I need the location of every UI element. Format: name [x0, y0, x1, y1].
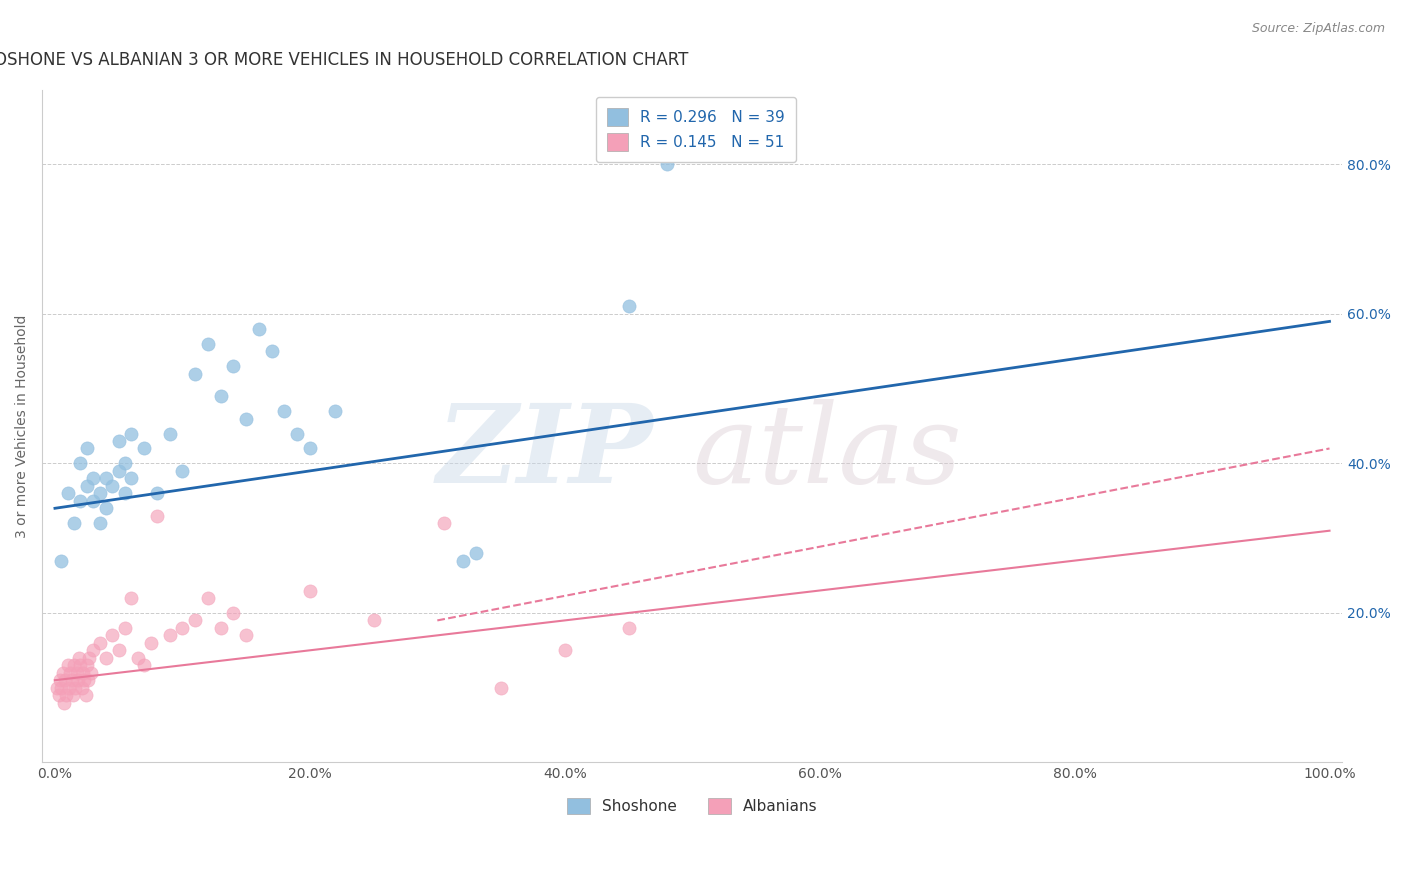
Point	[363, 614, 385, 628]
Text: Source: ZipAtlas.com: Source: ZipAtlas.com	[1251, 22, 1385, 36]
Point	[52, 696, 75, 710]
Point	[76, 442, 98, 456]
Point	[56, 486, 79, 500]
Point	[69, 658, 91, 673]
Point	[51, 681, 73, 695]
Point	[273, 404, 295, 418]
Point	[146, 508, 169, 523]
Point	[48, 688, 70, 702]
Point	[46, 681, 69, 695]
Legend: Shoshone, Albanians: Shoshone, Albanians	[560, 790, 825, 822]
Point	[172, 621, 194, 635]
Point	[60, 673, 83, 688]
Point	[120, 426, 142, 441]
Point	[325, 404, 347, 418]
Point	[101, 479, 124, 493]
Text: ZIP: ZIP	[437, 400, 654, 507]
Point	[107, 434, 129, 448]
Point	[197, 336, 219, 351]
Point	[114, 486, 136, 500]
Point	[222, 606, 245, 620]
Point	[65, 681, 87, 695]
Y-axis label: 3 or more Vehicles in Household: 3 or more Vehicles in Household	[15, 314, 30, 538]
Point	[94, 501, 117, 516]
Point	[70, 681, 93, 695]
Point	[114, 621, 136, 635]
Point	[285, 426, 308, 441]
Point	[235, 628, 257, 642]
Point	[120, 471, 142, 485]
Point	[247, 322, 270, 336]
Point	[77, 673, 100, 688]
Point	[101, 628, 124, 642]
Point	[159, 628, 181, 642]
Point	[235, 411, 257, 425]
Point	[76, 479, 98, 493]
Point	[49, 673, 72, 688]
Point	[79, 650, 101, 665]
Point	[451, 553, 474, 567]
Point	[298, 583, 321, 598]
Point	[146, 486, 169, 500]
Point	[52, 665, 75, 680]
Point	[617, 621, 640, 635]
Point	[67, 650, 90, 665]
Point	[209, 621, 232, 635]
Point	[58, 681, 80, 695]
Point	[184, 367, 207, 381]
Point	[107, 643, 129, 657]
Point	[139, 636, 162, 650]
Point	[197, 591, 219, 605]
Point	[82, 643, 104, 657]
Point	[107, 464, 129, 478]
Point	[127, 650, 149, 665]
Point	[63, 516, 86, 531]
Point	[89, 636, 111, 650]
Point	[209, 389, 232, 403]
Point	[75, 688, 97, 702]
Point	[72, 665, 94, 680]
Text: atlas: atlas	[692, 400, 962, 507]
Point	[66, 673, 89, 688]
Point	[260, 344, 283, 359]
Point	[554, 643, 576, 657]
Point	[222, 359, 245, 374]
Point	[51, 553, 73, 567]
Point	[134, 442, 156, 456]
Point	[134, 658, 156, 673]
Point	[489, 681, 512, 695]
Point	[76, 658, 98, 673]
Point	[82, 493, 104, 508]
Point	[73, 673, 96, 688]
Point	[56, 658, 79, 673]
Point	[82, 471, 104, 485]
Point	[298, 442, 321, 456]
Point	[433, 516, 456, 531]
Point	[617, 300, 640, 314]
Point	[59, 665, 82, 680]
Point	[184, 614, 207, 628]
Point	[655, 157, 678, 171]
Point	[172, 464, 194, 478]
Point	[159, 426, 181, 441]
Point	[55, 688, 77, 702]
Text: SHOSHONE VS ALBANIAN 3 OR MORE VEHICLES IN HOUSEHOLD CORRELATION CHART: SHOSHONE VS ALBANIAN 3 OR MORE VEHICLES …	[0, 51, 688, 69]
Point	[114, 457, 136, 471]
Point	[94, 650, 117, 665]
Point	[69, 493, 91, 508]
Point	[69, 457, 91, 471]
Point	[65, 665, 87, 680]
Point	[464, 546, 486, 560]
Point	[120, 591, 142, 605]
Point	[89, 486, 111, 500]
Point	[53, 673, 76, 688]
Point	[89, 516, 111, 531]
Point	[62, 688, 84, 702]
Point	[63, 658, 86, 673]
Point	[94, 471, 117, 485]
Point	[79, 665, 101, 680]
